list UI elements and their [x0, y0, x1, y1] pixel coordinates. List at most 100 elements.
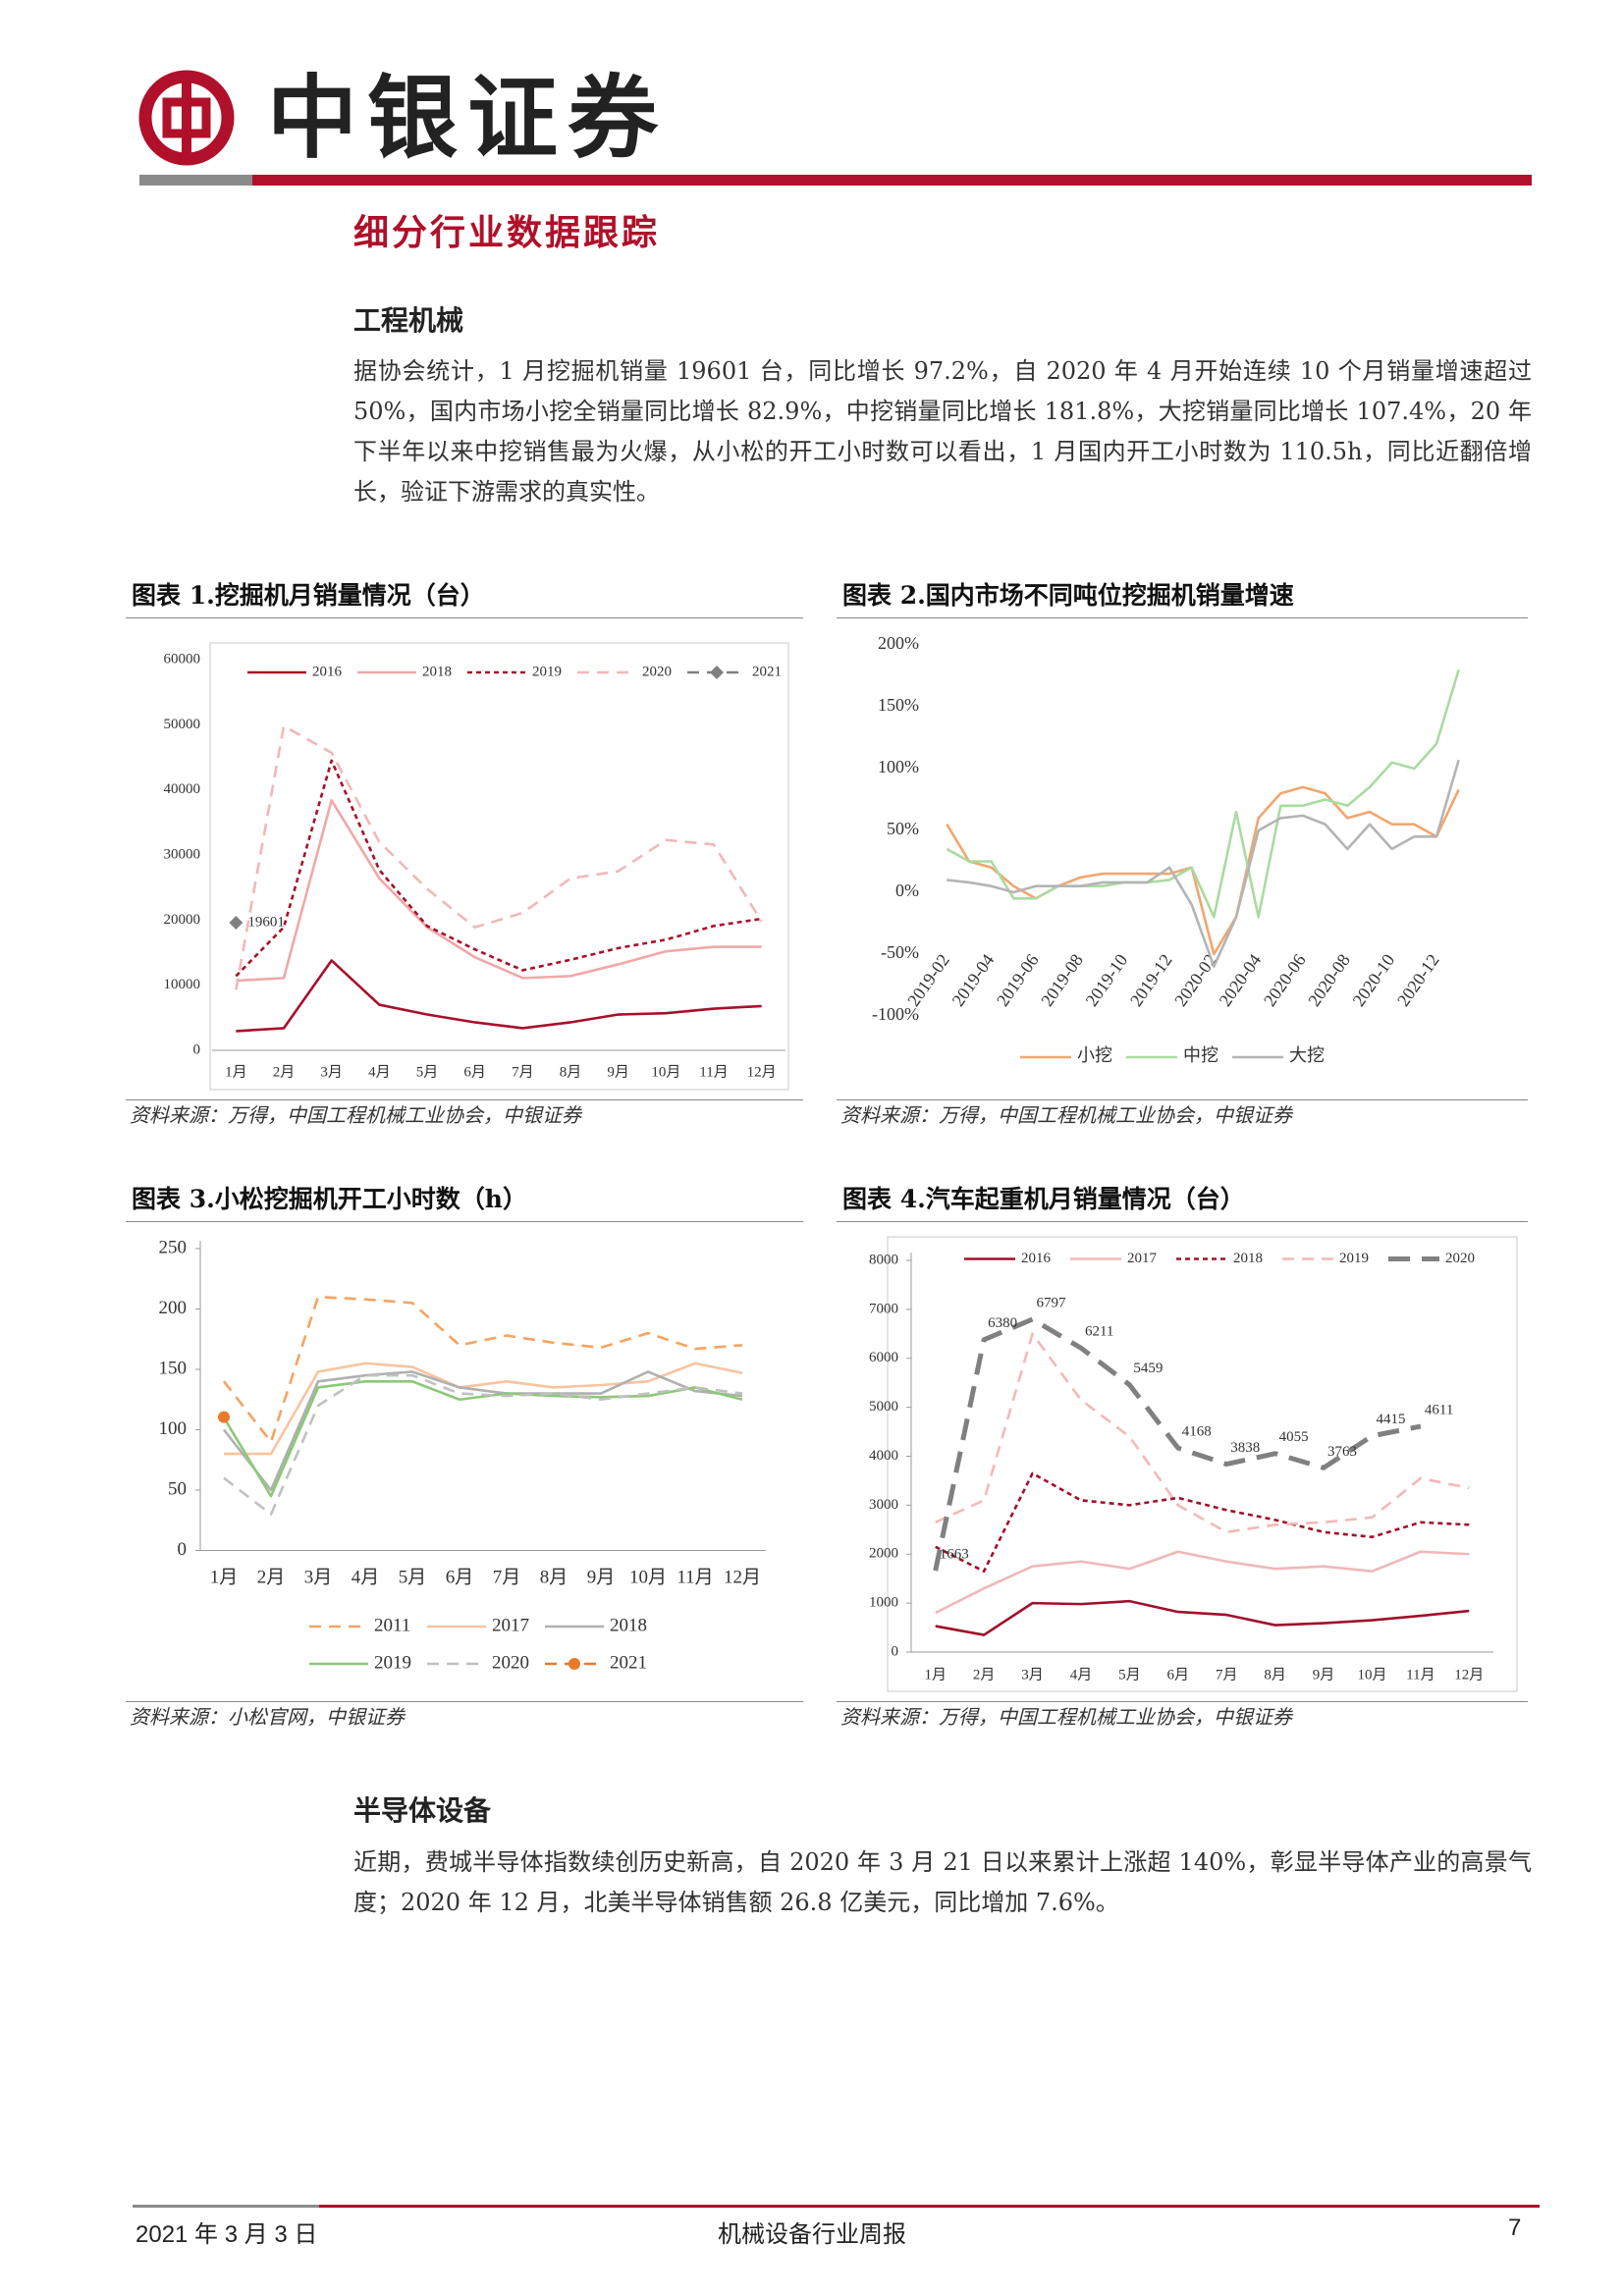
- series-line: [224, 1362, 743, 1456]
- y-tick-label: 8000: [869, 1252, 898, 1267]
- x-tick-label: 3月: [304, 1567, 333, 1587]
- y-tick-label: 50: [168, 1478, 187, 1499]
- data-label: 6797: [1037, 1295, 1067, 1310]
- series-line: [222, 1370, 743, 1492]
- footer-bar-red: [319, 2205, 1540, 2208]
- data-label: 1663: [940, 1546, 969, 1562]
- paragraph: 据协会统计，1 月挖掘机销量 19601 台，同比增长 97.2%，自 2020…: [353, 357, 1532, 506]
- y-tick-label: 60000: [164, 651, 201, 667]
- y-tick-label: 30000: [164, 846, 201, 862]
- series-line: [223, 1373, 743, 1516]
- x-tick-label: 10月: [1357, 1667, 1386, 1682]
- y-tick-label: 20000: [164, 912, 201, 928]
- y-tick-label: 4000: [869, 1448, 898, 1464]
- series-line: [946, 668, 1460, 919]
- series-line: [236, 798, 762, 983]
- series-line: [222, 1380, 743, 1498]
- x-tick-label: 2019-12: [1126, 950, 1176, 1010]
- data-label: 6380: [988, 1315, 1017, 1331]
- figure-source: 资料来源：万得，中国工程机械工业协会，中银证券: [837, 1099, 1528, 1130]
- x-tick-label: 4月: [368, 1064, 391, 1080]
- legend-label: 2020: [642, 664, 672, 679]
- legend-label: 2017: [1127, 1251, 1158, 1266]
- x-tick-label: 2019-10: [1082, 950, 1132, 1010]
- paragraph: 近期，费城半导体指数续创历史新高，自 2020 年 3 月 21 日以来累计上涨…: [353, 1848, 1532, 1916]
- footer-rule: [133, 2205, 1540, 2208]
- marker: [568, 1658, 580, 1670]
- header: [138, 70, 1532, 186]
- y-tick-label: 50%: [887, 819, 919, 838]
- y-tick-label: 0%: [895, 881, 919, 900]
- legend-label: 2019: [1339, 1251, 1369, 1266]
- y-tick-label: 0: [193, 1041, 201, 1057]
- x-tick-label: 2020-06: [1260, 950, 1310, 1010]
- page-number: 7: [1508, 2215, 1522, 2241]
- x-tick-label: 1月: [225, 1064, 247, 1080]
- brand: 中银证券: [267, 65, 669, 171]
- logo-bar: [182, 73, 191, 163]
- legend-label: 中挖: [1183, 1045, 1218, 1065]
- header-bar-red: [252, 175, 1532, 186]
- x-tick-label: 9月: [587, 1567, 616, 1587]
- x-tick-label: 2020-08: [1304, 950, 1354, 1010]
- x-tick-label: 8月: [540, 1567, 568, 1587]
- legend-label: 小挖: [1077, 1045, 1112, 1065]
- x-tick-label: 1月: [924, 1667, 947, 1682]
- x-tick-label: 5月: [416, 1064, 439, 1080]
- y-tick-label: 10000: [164, 977, 201, 992]
- series-line: [946, 785, 1460, 956]
- marker: [218, 1411, 230, 1423]
- legend-label: 大挖: [1289, 1045, 1325, 1065]
- y-tick-label: 1000: [869, 1595, 898, 1611]
- x-tick-label: 6月: [446, 1567, 474, 1587]
- figure-source: 资料来源：小松官网，中银证券: [126, 1701, 803, 1732]
- y-tick-label: 100: [159, 1418, 188, 1439]
- footer-title: 机械设备行业周报: [718, 2220, 906, 2248]
- series-line: [935, 1332, 1470, 1534]
- data-label: 3763: [1327, 1444, 1357, 1460]
- series-line: [947, 759, 1460, 968]
- y-tick-label: -50%: [881, 942, 919, 962]
- y-tick-label: 7000: [869, 1301, 898, 1316]
- section-title: 细分行业数据跟踪: [353, 212, 661, 253]
- figure-title: 图表 3.小松挖掘机开工小时数（h）: [126, 1183, 803, 1222]
- legend-label: 2018: [422, 664, 452, 679]
- y-tick-label: 200%: [878, 633, 919, 653]
- chart: 0 50 100 150 200 250 1月 2月 3月 4月 5月 6月 7月 8月 9月 10月 11月 1…: [159, 1237, 766, 1673]
- x-tick-label: 8月: [1264, 1667, 1286, 1682]
- x-tick-label: 2020-02: [1170, 950, 1220, 1010]
- y-tick-label: 0: [178, 1539, 188, 1560]
- header-bar-gray: [139, 175, 252, 186]
- chart-frame: [209, 642, 789, 1091]
- legend-label: 2011: [374, 1615, 410, 1635]
- chart: 0 10000 20000 30000 40000 50000 60000 1月 2月 3月 4月 5…: [164, 642, 789, 1091]
- y-tick-label: 150: [159, 1358, 188, 1378]
- x-tick-label: 2019-04: [948, 950, 999, 1010]
- y-tick-label: -100%: [872, 1004, 919, 1024]
- x-tick-label: 11月: [677, 1567, 713, 1587]
- x-tick-label: 2020-10: [1349, 950, 1399, 1010]
- figure-title: 图表 2.国内市场不同吨位挖掘机销量增速: [837, 579, 1528, 618]
- x-tick-label: 11月: [1406, 1667, 1435, 1682]
- x-tick-label: 1月: [210, 1567, 239, 1587]
- legend-label: 2016: [312, 664, 343, 679]
- data-label: 4611: [1425, 1402, 1453, 1417]
- x-tick-label: 11月: [699, 1064, 728, 1080]
- figure-title: 图表 4.汽车起重机月销量情况（台）: [837, 1183, 1528, 1222]
- x-tick-label: 12月: [1454, 1667, 1484, 1682]
- footer-bar-gray: [133, 2205, 319, 2208]
- marker: [229, 915, 244, 930]
- x-tick-label: 2020-04: [1216, 950, 1266, 1010]
- series-line: [935, 1550, 1470, 1615]
- y-tick-label: 150%: [878, 695, 919, 715]
- x-tick-label: 7月: [493, 1567, 521, 1587]
- x-tick-label: 9月: [607, 1064, 629, 1080]
- legend-label: 2020: [1445, 1251, 1475, 1266]
- x-tick-label: 7月: [1216, 1667, 1238, 1682]
- series-line: [236, 959, 762, 1033]
- y-tick-label: 5000: [869, 1399, 898, 1415]
- heading: 半导体设备: [353, 1794, 492, 1827]
- y-tick-label: 0: [892, 1643, 899, 1659]
- data-label: 3838: [1230, 1440, 1260, 1456]
